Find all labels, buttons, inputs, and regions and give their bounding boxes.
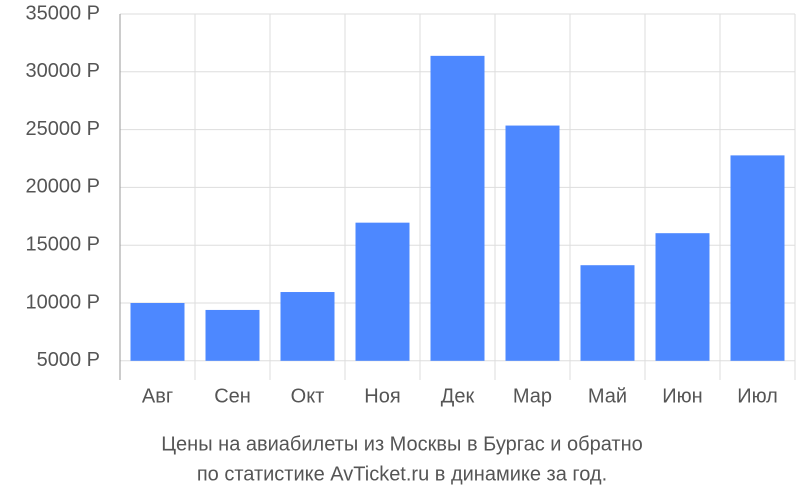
- bar: [205, 309, 260, 361]
- x-tick-label: Июн: [662, 385, 702, 407]
- x-tick-label: Авг: [142, 385, 173, 407]
- y-tick-label: 35000 Р: [25, 2, 100, 24]
- x-tick-label: Ноя: [364, 385, 400, 407]
- y-tick-label: 10000 Р: [25, 291, 100, 313]
- x-tick-label: Июл: [737, 385, 778, 407]
- y-tick-label: 5000 Р: [37, 349, 100, 371]
- x-tick-label: Дек: [441, 385, 475, 407]
- x-tick-label: Май: [588, 385, 627, 407]
- x-tick-label: Окт: [291, 385, 325, 407]
- y-tick-label: 30000 Р: [25, 60, 100, 82]
- bar: [430, 55, 485, 361]
- chart-title: Цены на авиабилеты из Москвы в Бургас и …: [161, 433, 642, 455]
- bar: [730, 155, 785, 361]
- bar: [355, 222, 410, 361]
- bar: [130, 303, 185, 361]
- bar: [580, 265, 635, 361]
- y-tick-label: 20000 Р: [25, 176, 100, 198]
- bar: [505, 125, 560, 361]
- y-tick-label: 15000 Р: [25, 233, 100, 255]
- chart-title: по статистике AvTicket.ru в динамике за …: [197, 463, 607, 485]
- y-tick-label: 25000 Р: [25, 118, 100, 140]
- bar: [280, 292, 335, 361]
- bar: [655, 233, 710, 361]
- x-tick-label: Мар: [513, 385, 552, 407]
- x-tick-label: Сен: [214, 385, 251, 407]
